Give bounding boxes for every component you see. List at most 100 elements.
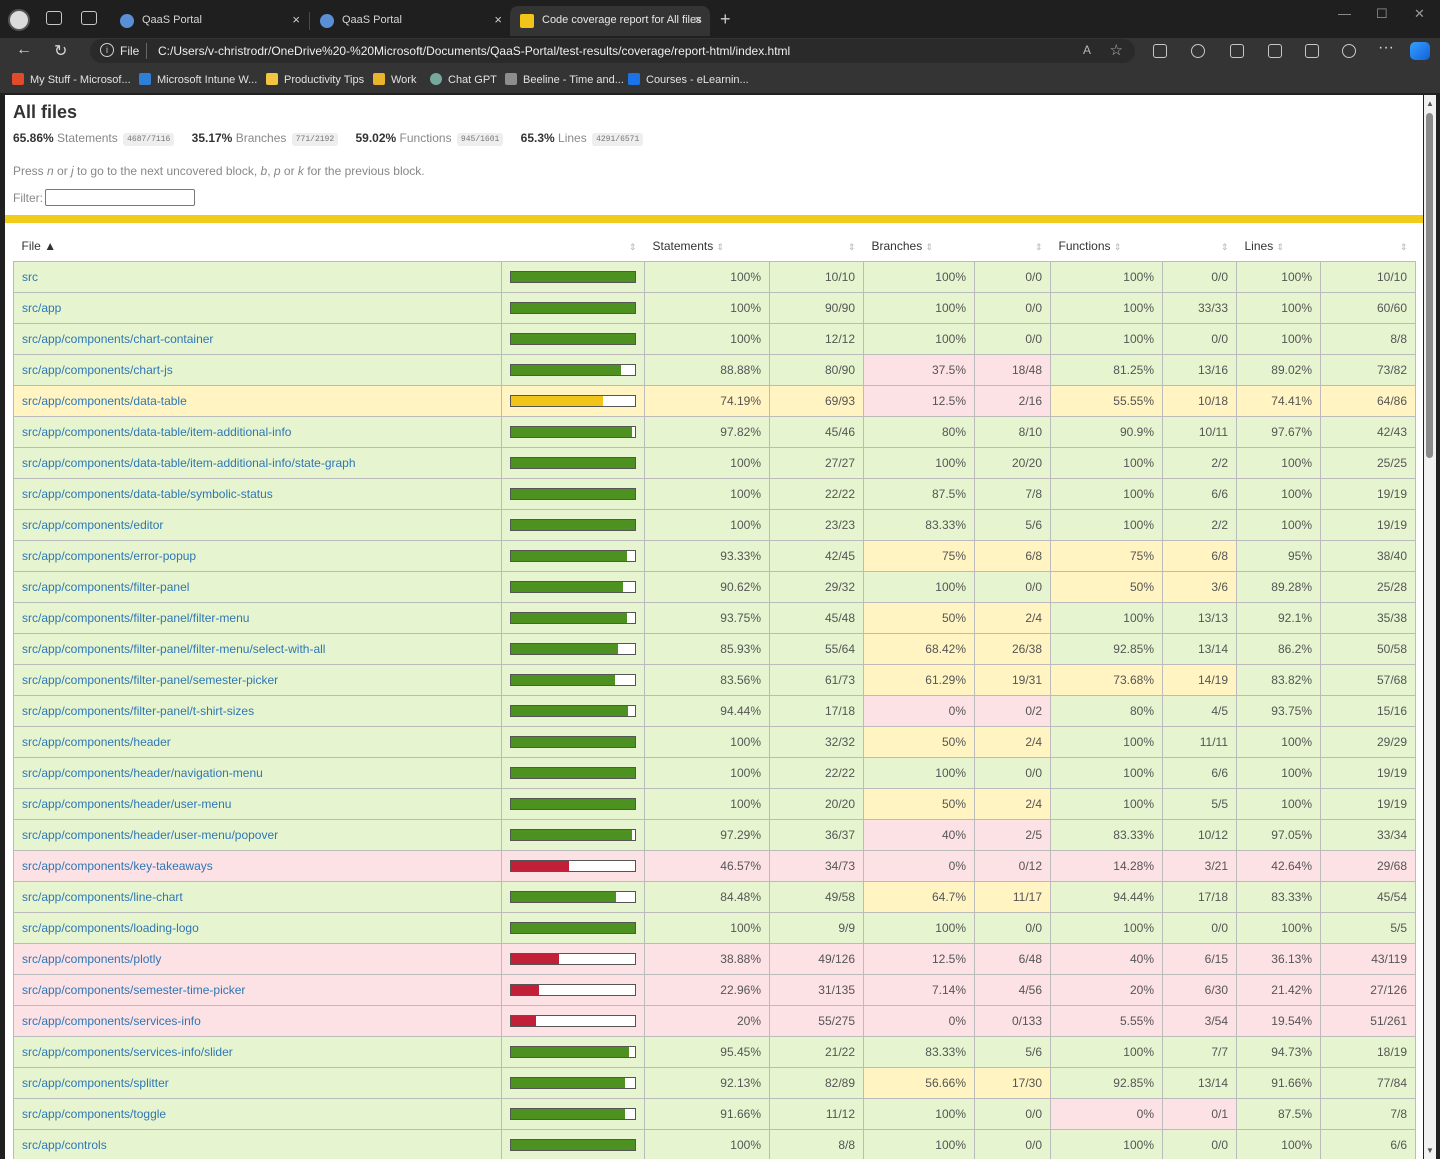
file-link[interactable]: src/app/components/services-info/slider — [22, 1045, 233, 1059]
coverage-bar-fill — [511, 799, 635, 809]
file-link[interactable]: src/app/components/header/user-menu — [22, 797, 232, 811]
file-link[interactable]: src/app/components/filter-panel/filter-m… — [22, 611, 250, 625]
more-options-icon[interactable]: ··· — [1378, 39, 1394, 56]
coverage-bar-fill — [511, 985, 540, 995]
file-link[interactable]: src/app/components/editor — [22, 518, 164, 532]
address-bar[interactable]: i File C:/Users/v-christrodr/OneDrive%20… — [90, 39, 1135, 63]
coverage-bar — [510, 395, 636, 407]
file-link[interactable]: src/app/components/filter-panel/semester… — [22, 673, 279, 687]
functions-fraction-cell: 6/15 — [1162, 943, 1237, 975]
column-header-functions-raw[interactable]: ⇕ — [1162, 231, 1237, 262]
column-header-branches[interactable]: Branches ⇕ — [863, 231, 975, 262]
bookmark-work[interactable]: Work — [373, 73, 416, 86]
summary-label: Functions — [399, 131, 452, 145]
file-cell: src/app/components/header/user-menu — [13, 788, 502, 820]
maximize-icon[interactable]: ☐ — [1376, 6, 1388, 21]
file-link[interactable]: src/app/components/services-info — [22, 1014, 201, 1028]
file-link[interactable]: src/app/components/data-table — [22, 394, 187, 408]
file-link[interactable]: src/app/components/key-takeaways — [22, 859, 213, 873]
refresh-icon[interactable]: ↻ — [54, 43, 68, 60]
file-link[interactable]: src/app/components/loading-logo — [22, 921, 199, 935]
column-header-statements-raw[interactable]: ⇕ — [769, 231, 864, 262]
file-link[interactable]: src/app/controls — [22, 1138, 107, 1152]
favorite-star-icon[interactable]: ☆ — [1109, 42, 1123, 59]
file-link[interactable]: src/app/components/header/user-menu/popo… — [22, 828, 279, 842]
bookmark-productivity[interactable]: Productivity Tips — [266, 73, 364, 86]
filter-input[interactable] — [45, 189, 195, 206]
sort-icon: ⇕ — [925, 242, 934, 252]
tab-actions-icon[interactable] — [81, 11, 97, 25]
close-icon[interactable]: × — [292, 12, 300, 27]
copilot-icon[interactable] — [1410, 42, 1430, 60]
column-header-file[interactable]: File ▲ — [13, 231, 502, 262]
file-link[interactable]: src/app/components/filter-panel/t-shirt-… — [22, 704, 255, 718]
branches-pct-cell: 100% — [863, 1098, 975, 1130]
extensions-puzzle-icon[interactable] — [1191, 44, 1205, 58]
bookmark-my-stuff[interactable]: My Stuff - Microsof... — [12, 73, 131, 86]
bookmark-beeline[interactable]: Beeline - Time and... — [505, 73, 624, 86]
coverage-bar-fill — [511, 427, 633, 437]
scroll-down-icon[interactable]: ▼ — [1426, 1146, 1434, 1155]
file-link[interactable]: src/app/components/plotly — [22, 952, 162, 966]
column-header-statements[interactable]: Statements ⇕ — [644, 231, 770, 262]
bookmark-intune[interactable]: Microsoft Intune W... — [139, 73, 257, 86]
file-link[interactable]: src/app/components/line-chart — [22, 890, 183, 904]
extension-icon[interactable] — [1153, 44, 1167, 58]
read-aloud-icon[interactable]: A — [1082, 43, 1091, 57]
file-link[interactable]: src — [22, 270, 38, 284]
bookmark-chat-gpt[interactable]: Chat GPT — [430, 73, 497, 86]
lines-pct-cell: 19.54% — [1236, 1005, 1321, 1037]
close-icon[interactable]: × — [494, 12, 502, 27]
file-link[interactable]: src/app/components/header/navigation-men… — [22, 766, 263, 780]
file-link[interactable]: src/app — [22, 301, 62, 315]
tab-qaas-portal-2[interactable]: QaaS Portal × — [310, 6, 510, 36]
file-link[interactable]: src/app/components/data-table/item-addit… — [22, 425, 292, 439]
file-link[interactable]: src/app/components/chart-js — [22, 363, 173, 377]
scroll-up-icon[interactable]: ▲ — [1426, 99, 1434, 108]
page-scrollbar[interactable]: ▲ ▼ — [1424, 95, 1436, 1159]
info-icon[interactable]: i — [100, 43, 114, 57]
file-link[interactable]: src/app/components/splitter — [22, 1076, 169, 1090]
lines-fraction-cell: 5/5 — [1320, 912, 1416, 944]
file-link[interactable]: src/app/components/data-table/item-addit… — [22, 456, 356, 470]
back-arrow-icon[interactable]: ← — [16, 41, 32, 58]
collections-icon[interactable] — [1305, 44, 1319, 58]
file-link[interactable]: src/app/components/toggle — [22, 1107, 167, 1121]
browser-essentials-icon[interactable] — [1342, 44, 1356, 58]
qaas-favicon-icon — [120, 14, 134, 28]
column-header-functions[interactable]: Functions ⇕ — [1050, 231, 1163, 262]
bookmark-courses[interactable]: Courses - eLearnin... — [628, 73, 749, 86]
profile-avatar[interactable] — [8, 9, 30, 31]
file-link[interactable]: src/app/components/chart-container — [22, 332, 214, 346]
minimize-icon[interactable]: — — [1338, 6, 1351, 21]
window-close-icon[interactable]: ✕ — [1414, 6, 1425, 21]
favorites-icon[interactable] — [1268, 44, 1282, 58]
functions-pct-cell: 50% — [1050, 571, 1163, 603]
file-link[interactable]: src/app/components/error-popup — [22, 549, 197, 563]
branches-pct-cell: 100% — [863, 571, 975, 603]
new-tab-icon[interactable]: + — [720, 9, 731, 29]
address-url[interactable]: C:/Users/v-christrodr/OneDrive%20-%20Mic… — [158, 44, 791, 58]
column-header-lines-raw[interactable]: ⇕ — [1320, 231, 1416, 262]
statements-fraction-cell: 34/73 — [769, 850, 864, 882]
column-header-file-bar[interactable]: ⇕ — [501, 231, 645, 262]
coverage-bar — [510, 798, 636, 810]
tab-qaas-portal-1[interactable]: QaaS Portal × — [110, 6, 308, 36]
file-link[interactable]: src/app/components/semester-time-picker — [22, 983, 246, 997]
file-link[interactable]: src/app/components/header — [22, 735, 171, 749]
lines-fraction-cell: 19/19 — [1320, 509, 1416, 541]
functions-pct-cell: 92.85% — [1050, 1067, 1163, 1099]
workspaces-icon[interactable] — [46, 11, 62, 25]
functions-fraction-cell: 13/14 — [1162, 1067, 1237, 1099]
column-header-lines[interactable]: Lines ⇕ — [1236, 231, 1321, 262]
split-screen-icon[interactable] — [1230, 44, 1244, 58]
file-link[interactable]: src/app/components/data-table/symbolic-s… — [22, 487, 273, 501]
file-link[interactable]: src/app/components/filter-panel — [22, 580, 190, 594]
file-link[interactable]: src/app/components/filter-panel/filter-m… — [22, 642, 326, 656]
tab-coverage-report[interactable]: Code coverage report for All files × — [510, 6, 710, 36]
hint-key: b — [260, 164, 268, 178]
scrollbar-thumb[interactable] — [1426, 113, 1433, 458]
coverage-bar-fill — [511, 489, 635, 499]
close-icon[interactable]: × — [694, 12, 702, 27]
column-header-branches-raw[interactable]: ⇕ — [974, 231, 1051, 262]
